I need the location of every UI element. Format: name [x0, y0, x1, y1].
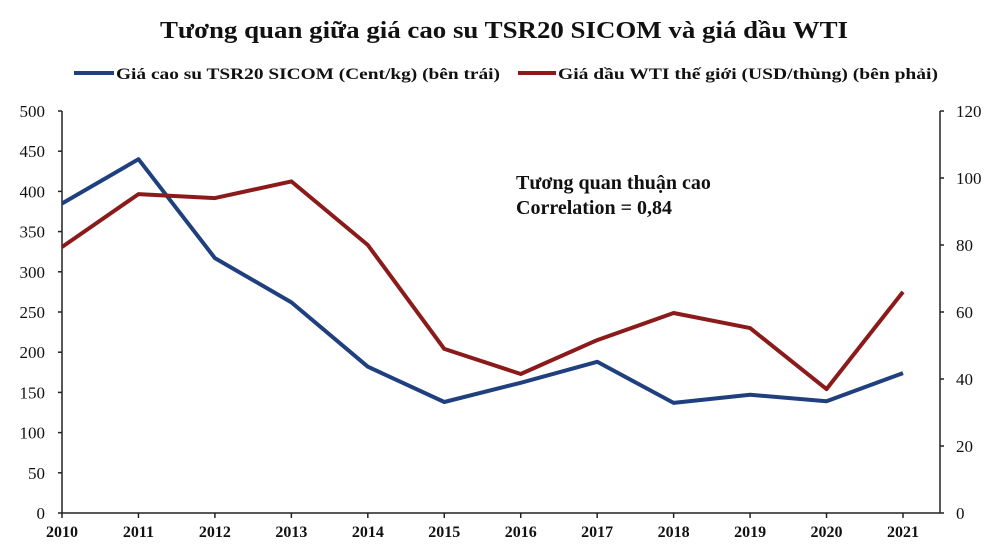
- y-right-tick-label: 40: [956, 370, 973, 389]
- x-tick-label: 2014: [352, 524, 384, 541]
- y-right-tick-label: 0: [956, 504, 965, 523]
- y-left-tick-label: 450: [20, 142, 46, 161]
- x-tick-label: 2015: [428, 524, 460, 541]
- chart-title: Tương quan giữa giá cao su TSR20 SICOM v…: [160, 18, 848, 44]
- x-tick-label: 2019: [734, 524, 766, 541]
- y-left-tick-label: 350: [20, 223, 46, 242]
- y-left-tick-label: 400: [20, 182, 46, 201]
- legend-label-rubber: Giá cao su TSR20 SICOM (Cent/kg) (bên tr…: [116, 66, 500, 83]
- x-tick-label: 2010: [46, 524, 78, 541]
- x-tick-label: 2018: [658, 524, 690, 541]
- y-right-tick-label: 20: [956, 437, 973, 456]
- legend: Giá cao su TSR20 SICOM (Cent/kg) (bên tr…: [74, 66, 938, 83]
- y-left-tick-label: 150: [20, 383, 46, 402]
- legend-label-oil: Giá dầu WTI thế giới (USD/thùng) (bên ph…: [558, 66, 938, 83]
- x-tick-label: 2017: [581, 524, 613, 541]
- y-left-tick-label: 0: [37, 504, 46, 523]
- y-right-tick-label: 100: [956, 169, 982, 188]
- y-left-tick-label: 50: [28, 464, 45, 483]
- x-tick-label: 2011: [123, 524, 154, 541]
- y-left-tick-label: 300: [20, 263, 46, 282]
- y-right-tick-label: 80: [956, 236, 973, 255]
- y-right-tick-label: 120: [956, 102, 982, 121]
- y-left-tick-label: 250: [20, 303, 46, 322]
- x-tick-label: 2016: [505, 524, 537, 541]
- y-left-tick-label: 100: [20, 424, 46, 443]
- x-tick-label: 2020: [811, 524, 843, 541]
- y-left-tick-label: 500: [20, 102, 46, 121]
- x-tick-label: 2021: [887, 524, 919, 541]
- x-tick-label: 2012: [199, 524, 231, 541]
- series-line-oil: [60, 179, 905, 392]
- y-left-tick-label: 200: [20, 343, 46, 362]
- annotation-line-1: Tương quan thuận cao: [516, 172, 711, 194]
- annotation-line-2: Correlation = 0,84: [516, 197, 672, 219]
- x-tick-label: 2013: [275, 524, 307, 541]
- y-right-tick-label: 60: [956, 303, 973, 322]
- series-line-rubber: [60, 157, 904, 405]
